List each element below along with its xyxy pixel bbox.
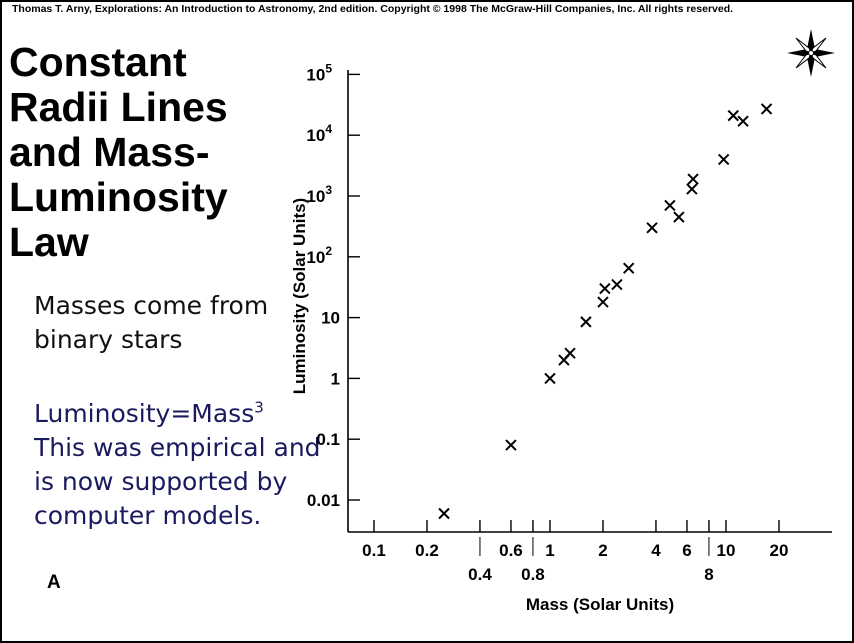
x-tick-label: 20 [770, 541, 789, 560]
slide-title: Constant Radii Lines and Mass-Luminosity… [9, 39, 228, 265]
compass-rose-icon [785, 27, 837, 84]
data-point [599, 282, 611, 295]
chart-axes [347, 70, 832, 533]
data-point [438, 507, 450, 520]
y-axis-label: Luminosity (Solar Units) [290, 198, 309, 394]
data-point [717, 153, 730, 166]
x-tick-label: 2 [598, 541, 607, 560]
note-mass-luminosity: Luminosity=Mass3 This was empirical and … [34, 397, 334, 533]
x-tick-label: 1 [545, 541, 554, 560]
panel-label: A [47, 572, 61, 593]
data-point [727, 109, 739, 122]
data-point [597, 296, 609, 308]
data-point [622, 262, 635, 274]
x-axis-label: Mass (Solar Units) [526, 595, 674, 614]
x-tick-label: 0.8 [521, 565, 545, 584]
y-tick-label: 10 [321, 309, 340, 328]
data-point [664, 199, 676, 212]
y-tick-label: 105 [306, 61, 332, 84]
data-point [737, 115, 749, 127]
x-tick-label: 0.2 [415, 541, 439, 560]
formula-exponent: 3 [254, 398, 264, 417]
y-tick-label: 102 [306, 244, 332, 267]
x-tick-label: 8 [704, 565, 713, 584]
note-luminosity-formula: Luminosity=Mass [34, 399, 255, 428]
data-point [760, 103, 773, 115]
data-point [646, 222, 658, 234]
y-axis-ticks: 0.01 0.1 1 10 102 103 104 105 [306, 61, 360, 510]
data-point [544, 372, 556, 385]
copyright-notice: Thomas T. Arny, Explorations: An Introdu… [12, 3, 734, 15]
x-tick-label: 10 [717, 541, 736, 560]
y-tick-label: 0.1 [316, 430, 340, 449]
x-tick-label: 0.1 [362, 541, 386, 560]
data-point [686, 183, 698, 195]
x-tick-label: 4 [651, 541, 661, 560]
x-tick-label: 6 [682, 541, 691, 560]
y-tick-label: 104 [306, 122, 332, 145]
x-axis-ticks: 0.1 0.2 0.6 1 2 4 6 10 20 0.4 0.8 8 [362, 520, 788, 584]
data-points [438, 103, 773, 520]
y-tick-label: 1 [331, 369, 340, 388]
note-binary-stars: Masses come from binary stars [34, 291, 269, 354]
data-point [580, 316, 592, 328]
y-tick-label: 0.01 [307, 491, 340, 510]
data-point [611, 278, 623, 291]
data-point [564, 347, 576, 359]
y-tick-label: 103 [306, 183, 332, 206]
x-tick-label: 0.6 [499, 541, 523, 560]
data-point [687, 173, 699, 185]
data-point [673, 211, 685, 223]
x-tick-label: 0.4 [468, 565, 492, 584]
note-empirical: This was empirical and is now supported … [34, 433, 321, 530]
data-point [505, 439, 517, 451]
